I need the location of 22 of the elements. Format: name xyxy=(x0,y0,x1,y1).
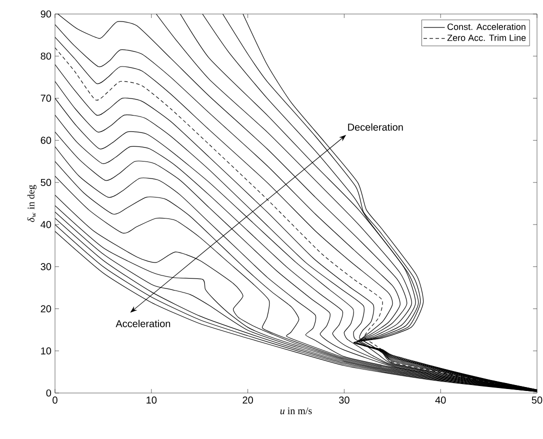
x-tick-label: 30 xyxy=(339,396,350,404)
x-tick-label: 10 xyxy=(146,396,157,404)
x-tick-label: 40 xyxy=(435,396,446,404)
y-tick-label: 0 xyxy=(46,389,52,397)
y-tick-label: 10 xyxy=(41,347,52,354)
y-tick-label: 50 xyxy=(40,178,52,186)
y-tick-label: 60 xyxy=(40,136,52,144)
y-tick-label: 40 xyxy=(40,221,52,228)
y-tick-label: 80 xyxy=(40,52,52,60)
y-tick-label: 30 xyxy=(40,263,52,270)
legend-label: Zero Acc. Trim Line xyxy=(447,34,526,41)
y-axis-title: δ$_{w}$ in deg xyxy=(27,184,36,222)
annotation: Deceleration xyxy=(348,123,403,131)
x-tick-label: 20 xyxy=(242,396,253,404)
x-tick-label: 50 xyxy=(532,396,542,404)
y-tick-label: 70 xyxy=(40,94,52,102)
x-axis-title: u in m/s xyxy=(280,407,312,414)
x-tick-label: 0 xyxy=(52,396,58,404)
y-tick-label: 20 xyxy=(40,305,52,312)
annotation: Acceleration xyxy=(116,320,170,328)
y-tick-label: 90 xyxy=(40,10,52,18)
legend-label: Const. Acceleration xyxy=(448,23,526,30)
